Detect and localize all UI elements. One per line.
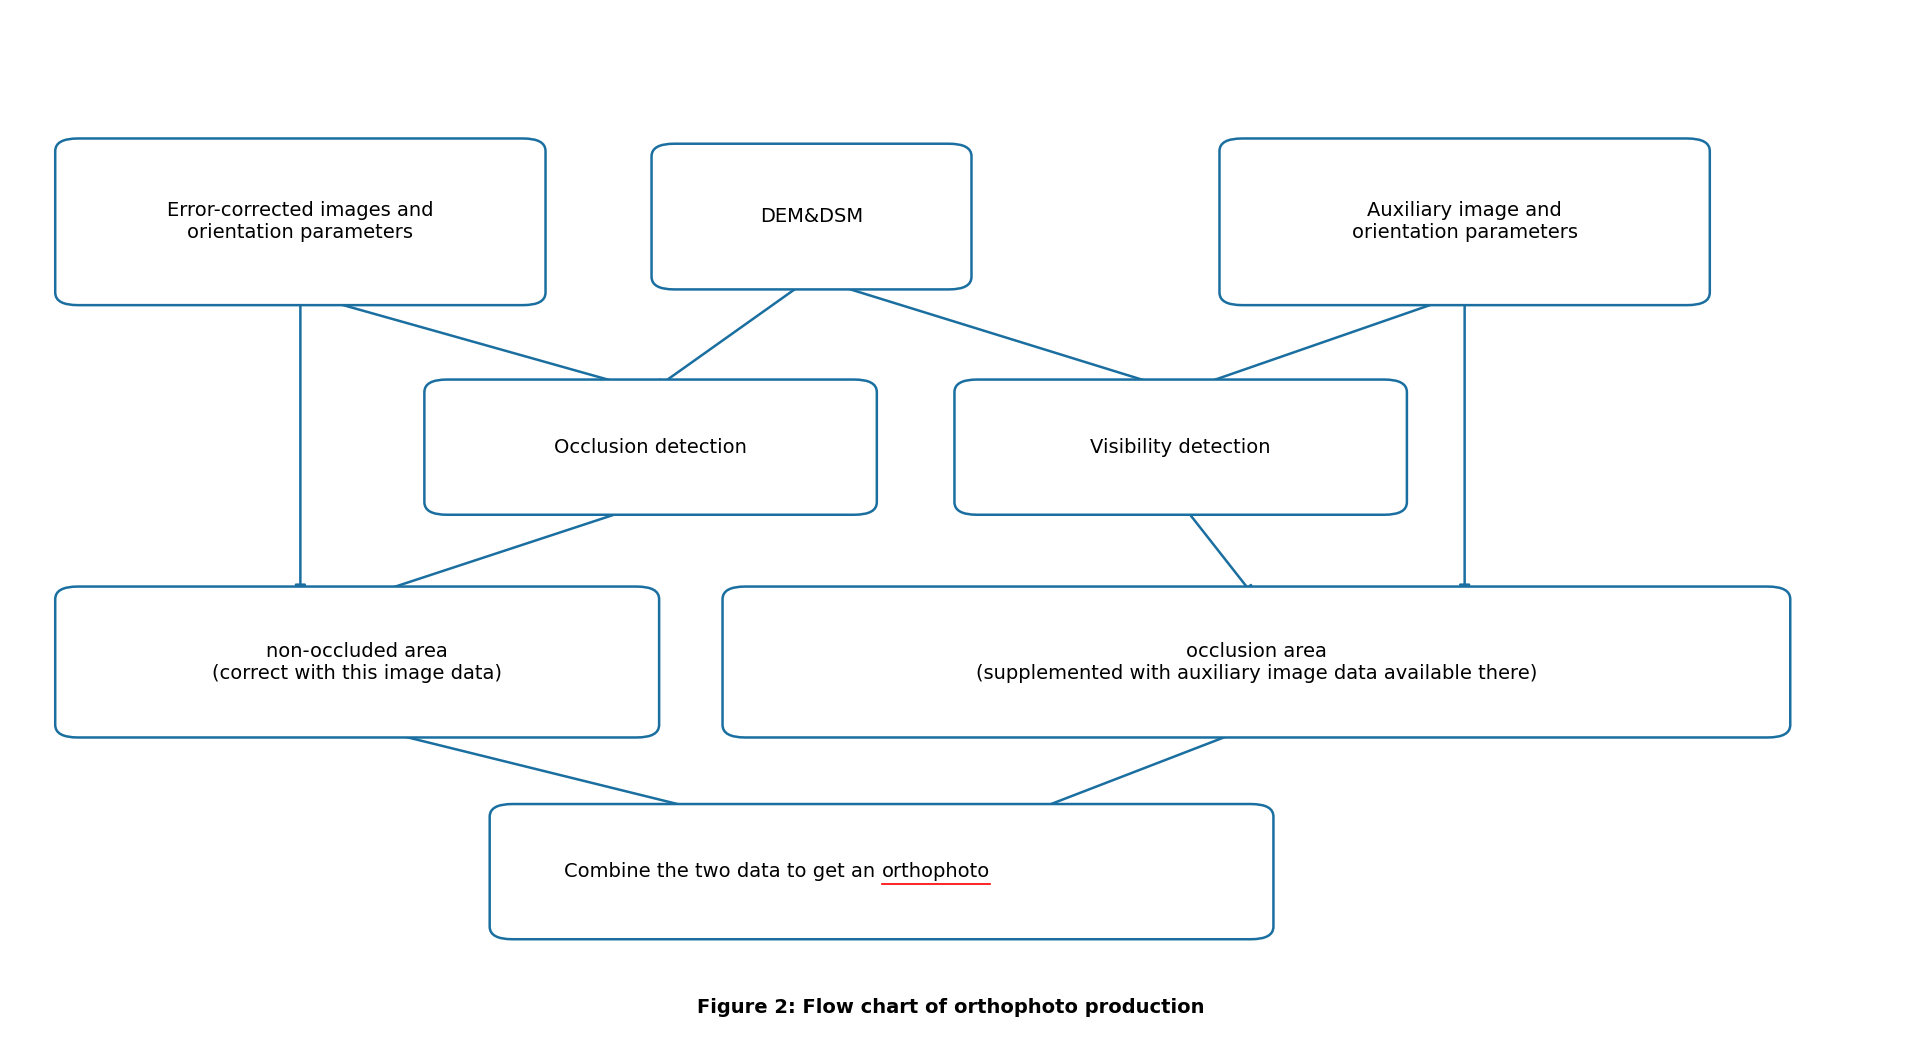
Text: non-occluded area
(correct with this image data): non-occluded area (correct with this ima… xyxy=(212,641,502,683)
Text: Occlusion detection: Occlusion detection xyxy=(555,438,748,457)
Text: Auxiliary image and
orientation parameters: Auxiliary image and orientation paramete… xyxy=(1352,202,1577,242)
FancyBboxPatch shape xyxy=(1219,138,1711,305)
FancyBboxPatch shape xyxy=(954,379,1407,515)
FancyBboxPatch shape xyxy=(490,804,1274,939)
FancyBboxPatch shape xyxy=(55,138,545,305)
Text: Figure 2: Flow chart of: Figure 2: Flow chart of xyxy=(696,998,954,1017)
FancyBboxPatch shape xyxy=(55,586,660,737)
Text: DEM&DSM: DEM&DSM xyxy=(761,207,864,226)
Text: occlusion area
(supplemented with auxiliary image data available there): occlusion area (supplemented with auxili… xyxy=(976,641,1537,683)
Text: orthophoto production: orthophoto production xyxy=(954,998,1203,1017)
Text: Combine the two data to get an: Combine the two data to get an xyxy=(564,862,881,881)
FancyBboxPatch shape xyxy=(425,379,877,515)
Text: Error-corrected images and
orientation parameters: Error-corrected images and orientation p… xyxy=(168,202,433,242)
Text: Visibility detection: Visibility detection xyxy=(1091,438,1270,457)
Text: orthophoto: orthophoto xyxy=(881,862,990,881)
FancyBboxPatch shape xyxy=(723,586,1791,737)
FancyBboxPatch shape xyxy=(652,143,971,290)
